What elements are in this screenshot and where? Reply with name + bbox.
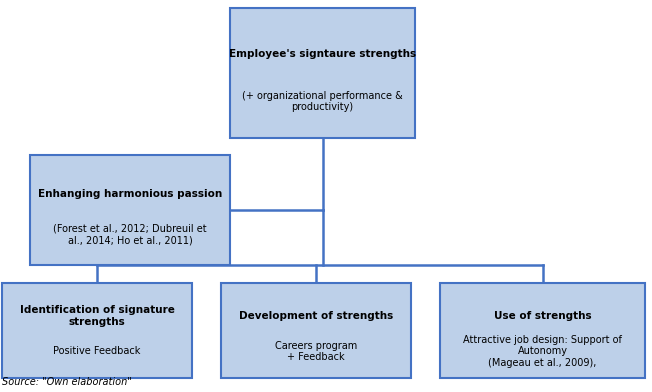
Text: (+ organizational performance &
productivity): (+ organizational performance & producti… [242,91,403,113]
Text: Source: "Own elaboration": Source: "Own elaboration" [2,377,132,387]
Text: Identification of signature
strengths: Identification of signature strengths [20,305,175,327]
FancyBboxPatch shape [230,8,415,138]
FancyBboxPatch shape [30,155,230,265]
FancyBboxPatch shape [221,283,411,378]
Text: Development of strengths: Development of strengths [239,311,393,321]
Text: (Forest et al., 2012; Dubreuil et
al., 2014; Ho et al., 2011): (Forest et al., 2012; Dubreuil et al., 2… [53,223,207,245]
FancyBboxPatch shape [2,283,192,378]
FancyBboxPatch shape [440,283,645,378]
Text: Enhanging harmonious passion: Enhanging harmonious passion [38,189,222,198]
Text: Careers program
+ Feedback: Careers program + Feedback [275,341,357,362]
Text: Positive Feedback: Positive Feedback [53,347,141,356]
Text: Attractive job design: Support of
Autonomy
(Mageau et al., 2009),: Attractive job design: Support of Autono… [463,335,622,368]
Text: Employee's signtaure strengths: Employee's signtaure strengths [229,49,416,58]
Text: Use of strengths: Use of strengths [494,311,591,321]
